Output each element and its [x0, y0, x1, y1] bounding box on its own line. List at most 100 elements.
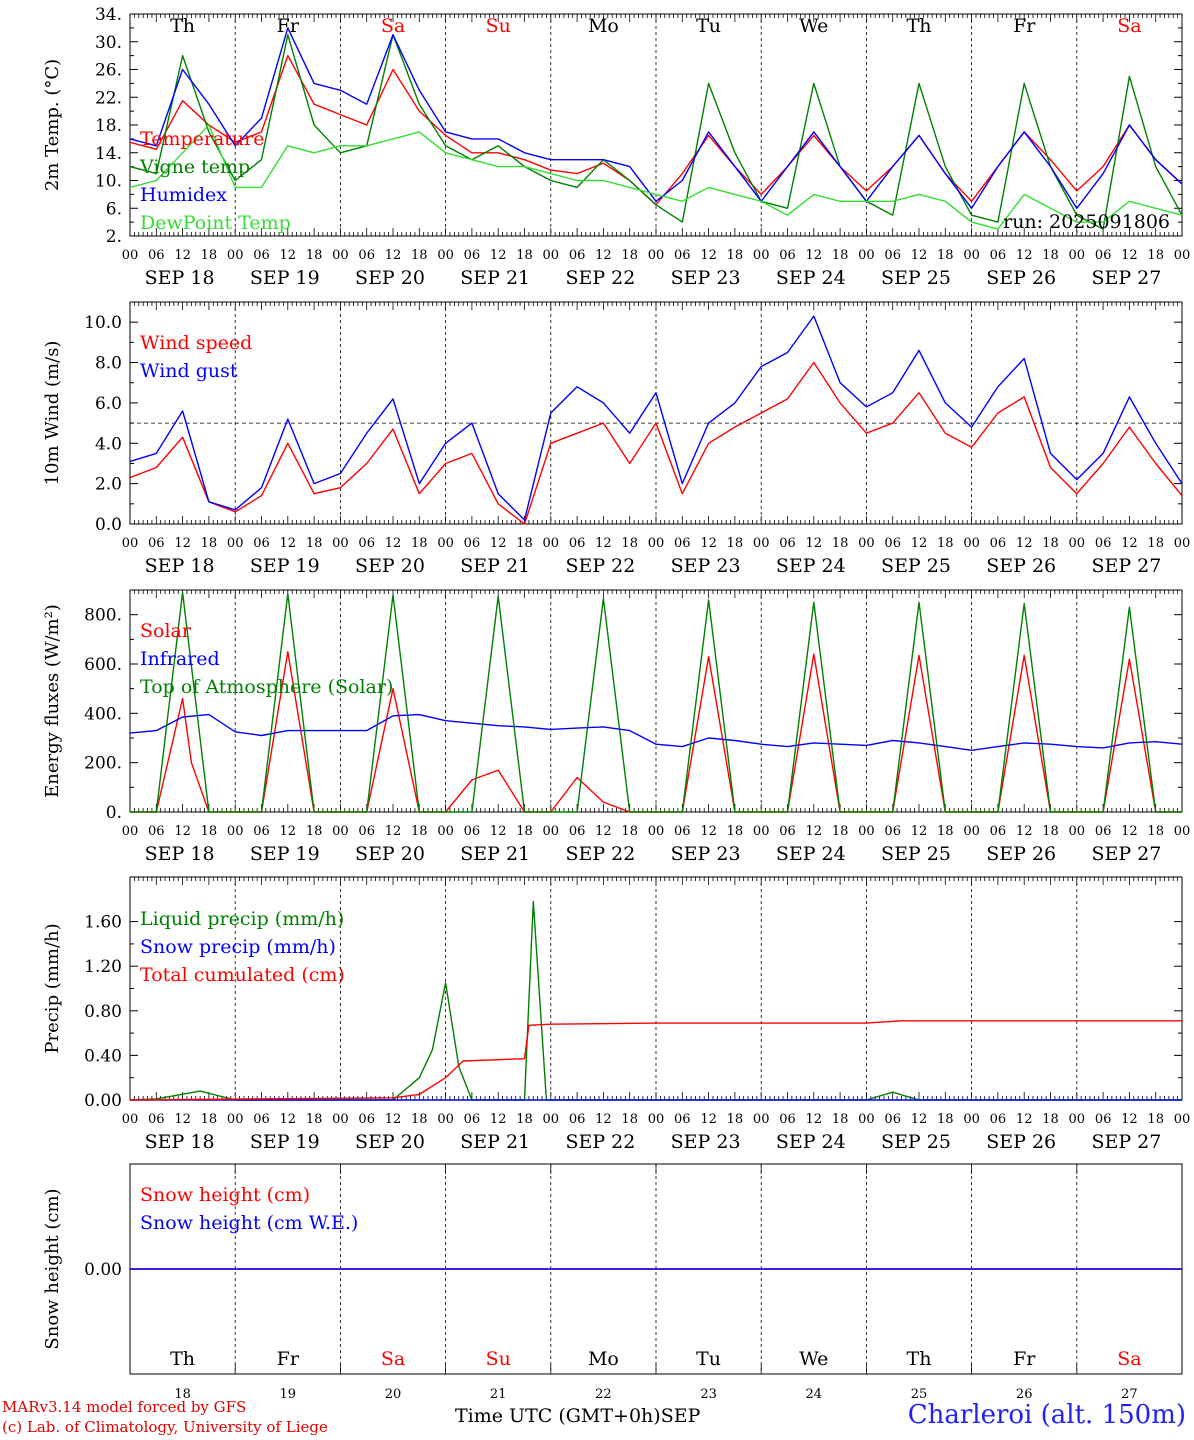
x-hour-label: 06	[884, 1112, 901, 1127]
x-hour-label: 00	[1174, 248, 1191, 263]
x-date-label: SEP 25	[881, 267, 951, 289]
x-hour-label: 00	[1069, 536, 1086, 551]
weekday-label: Th	[907, 15, 932, 37]
x-hour-label: 06	[884, 248, 901, 263]
x-hour-label: 06	[990, 536, 1007, 551]
station-name: Charleroi (alt. 150m)	[907, 1400, 1186, 1430]
x-hour-label: 12	[490, 536, 507, 551]
legend-entry: Snow height (cm)	[140, 1184, 310, 1206]
x-hour-label: 18	[306, 1112, 323, 1127]
x-hour-label: 06	[148, 248, 165, 263]
x-date-number: 21	[490, 1387, 507, 1402]
x-hour-label: 18	[832, 536, 849, 551]
x-hour-label: 00	[858, 1112, 875, 1127]
x-hour-label: 06	[674, 1112, 691, 1127]
x-date-number: 26	[1016, 1387, 1033, 1402]
legend-entry: Top of Atmosphere (Solar)	[140, 676, 393, 698]
x-hour-label: 06	[1095, 248, 1112, 263]
x-hour-label: 06	[884, 536, 901, 551]
weekday-label: Tu	[696, 1348, 721, 1370]
x-hour-label: 06	[148, 536, 165, 551]
x-hour-label: 12	[1016, 1112, 1033, 1127]
weekday-label: Th	[170, 15, 195, 37]
x-hour-label: 18	[937, 536, 954, 551]
x-date-number: 24	[806, 1387, 823, 1402]
x-hour-label: 18	[727, 248, 744, 263]
y-tick-label: 8.0	[95, 354, 122, 374]
x-hour-label: 12	[490, 248, 507, 263]
x-hour-label: 12	[1016, 536, 1033, 551]
x-hour-label: 00	[753, 536, 770, 551]
x-date-label: SEP 24	[776, 843, 846, 865]
x-date-label: SEP 20	[355, 555, 425, 577]
x-hour-label: 12	[174, 1112, 191, 1127]
x-date-label: SEP 25	[881, 555, 951, 577]
x-hour-label: 12	[280, 536, 297, 551]
x-hour-label: 06	[253, 1112, 270, 1127]
y-tick-label: 34.	[95, 5, 122, 25]
x-hour-label: 12	[1016, 824, 1033, 839]
x-hour-label: 06	[990, 1112, 1007, 1127]
x-hour-label: 06	[358, 248, 375, 263]
y-tick-label: 14.	[95, 144, 122, 164]
x-hour-label: 06	[990, 248, 1007, 263]
x-hour-label: 18	[516, 824, 533, 839]
x-hour-label: 12	[911, 1112, 928, 1127]
x-hour-label: 12	[595, 1112, 612, 1127]
x-hour-label: 00	[227, 1112, 244, 1127]
legend-entry: Total cumulated (cm)	[140, 964, 345, 986]
y-tick-label: 0.0	[95, 515, 122, 535]
x-hour-label: 18	[1147, 824, 1164, 839]
x-hour-label: 00	[122, 248, 139, 263]
x-date-label: SEP 27	[1091, 843, 1161, 865]
x-hour-label: 18	[1147, 248, 1164, 263]
x-hour-label: 00	[437, 1112, 454, 1127]
weekday-label: Fr	[1013, 1348, 1036, 1370]
legend-entry: Vigne temp	[139, 156, 250, 178]
y-tick-label: 2.0	[95, 475, 122, 495]
x-date-label: SEP 22	[565, 843, 635, 865]
x-hour-label: 18	[832, 824, 849, 839]
x-hour-label: 06	[674, 824, 691, 839]
copyright-credit: (c) Lab. of Climatology, University of L…	[2, 1418, 328, 1436]
x-hour-label: 18	[411, 824, 428, 839]
x-date-label: SEP 18	[145, 555, 215, 577]
x-hour-label: 06	[464, 1112, 481, 1127]
y-tick-label: 0.00	[84, 1260, 122, 1280]
x-date-label: SEP 19	[250, 1131, 320, 1153]
x-hour-label: 06	[779, 824, 796, 839]
y-tick-label: 200.	[84, 754, 122, 774]
x-date-label: SEP 26	[986, 555, 1056, 577]
series-line-humidex	[129, 27, 1183, 210]
x-date-label: SEP 27	[1091, 1131, 1161, 1153]
x-date-label: SEP 26	[986, 1131, 1056, 1153]
x-hour-label: 12	[385, 1112, 402, 1127]
x-hour-label: 00	[963, 824, 980, 839]
x-hour-label: 18	[1147, 536, 1164, 551]
x-hour-label: 00	[648, 824, 665, 839]
x-hour-label: 00	[1174, 536, 1191, 551]
weekday-label: Th	[170, 1348, 195, 1370]
x-hour-label: 00	[858, 248, 875, 263]
run-label: run: 2025091806	[1003, 211, 1170, 233]
x-hour-label: 00	[963, 536, 980, 551]
x-hour-label: 18	[201, 1112, 218, 1127]
x-hour-label: 12	[174, 248, 191, 263]
x-hour-label: 06	[779, 536, 796, 551]
x-hour-label: 00	[332, 536, 349, 551]
y-axis-title: Energy fluxes (W/m²)	[42, 604, 63, 798]
x-hour-label: 00	[437, 536, 454, 551]
x-hour-label: 18	[937, 1112, 954, 1127]
x-date-label: SEP 20	[355, 843, 425, 865]
x-hour-label: 12	[911, 536, 928, 551]
x-hour-label: 00	[858, 824, 875, 839]
x-hour-label: 06	[674, 248, 691, 263]
weekday-label: Tu	[696, 15, 721, 37]
x-hour-label: 12	[280, 248, 297, 263]
y-tick-label: 10.	[95, 172, 122, 192]
y-tick-label: 18.	[95, 116, 122, 136]
weekday-label: Sa	[381, 1348, 405, 1370]
series-line-vigne-temp	[129, 34, 1183, 230]
y-tick-label: 26.	[95, 61, 122, 81]
